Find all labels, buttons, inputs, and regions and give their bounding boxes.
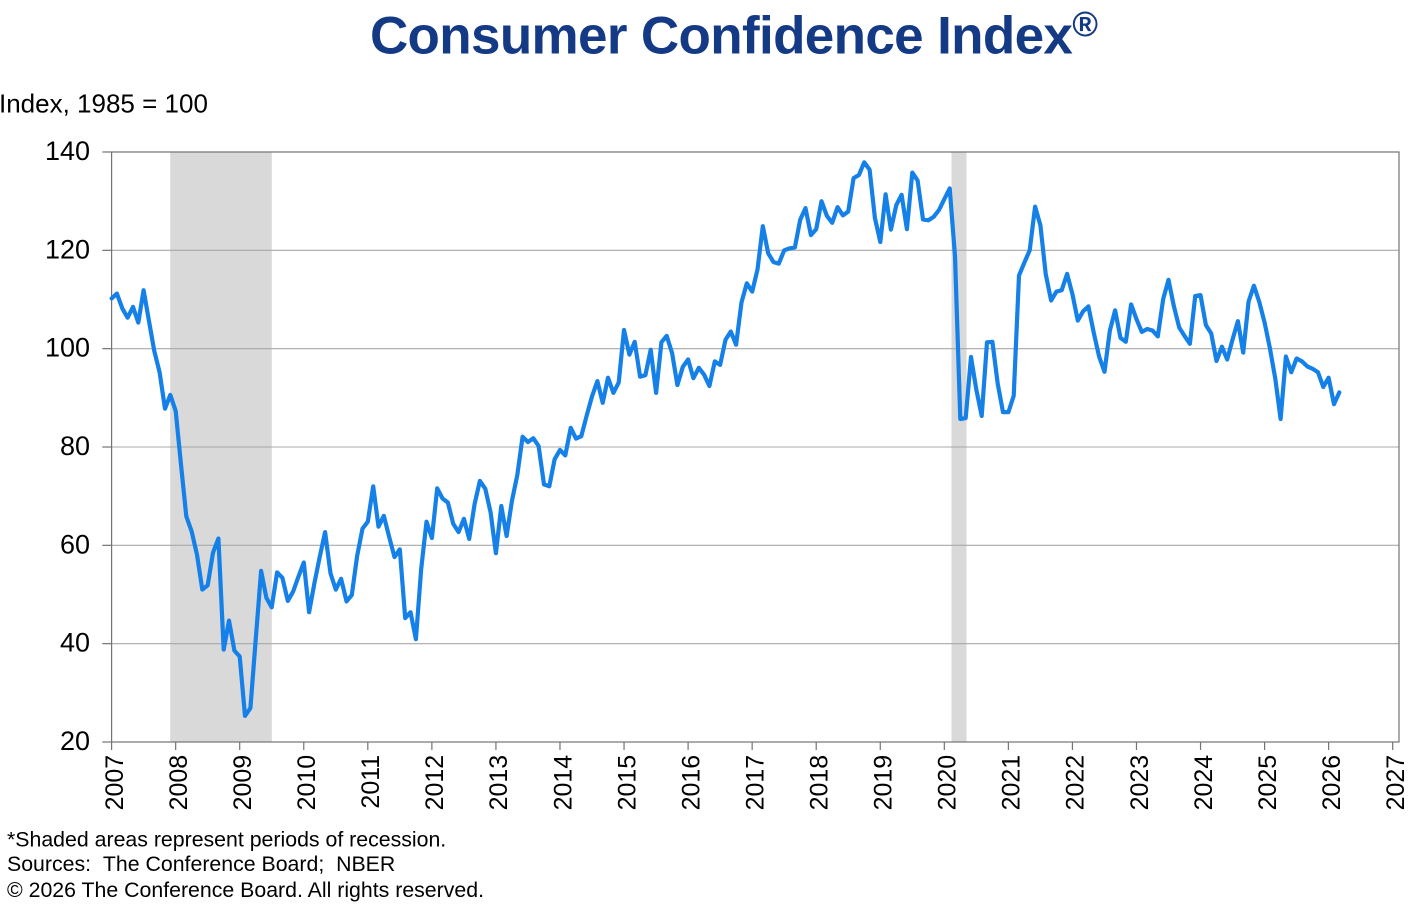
svg-text:*Shaded areas represent period: *Shaded areas represent periods of reces… [7,827,446,851]
svg-text:2020: 2020 [934,755,962,811]
svg-text:2008: 2008 [165,755,193,811]
svg-text:2009: 2009 [229,755,257,811]
svg-text:20: 20 [60,726,90,756]
svg-text:2015: 2015 [613,755,641,811]
svg-text:60: 60 [60,529,90,559]
svg-text:2022: 2022 [1062,755,1090,811]
svg-text:2021: 2021 [998,755,1026,811]
svg-text:2025: 2025 [1254,755,1282,811]
svg-text:2012: 2012 [421,755,449,811]
svg-text:2010: 2010 [293,755,321,811]
svg-text:100: 100 [45,333,90,363]
svg-text:2027: 2027 [1382,755,1410,811]
svg-text:2013: 2013 [485,755,513,811]
svg-text:Index, 1985 = 100: Index, 1985 = 100 [0,89,208,119]
svg-text:2016: 2016 [677,755,705,811]
svg-text:140: 140 [45,136,90,166]
svg-text:2023: 2023 [1126,755,1154,811]
svg-text:2011: 2011 [357,755,385,809]
svg-text:80: 80 [60,431,90,461]
svg-text:2026: 2026 [1318,755,1346,811]
svg-text:40: 40 [60,628,90,658]
svg-text:2019: 2019 [870,755,898,811]
svg-text:2007: 2007 [101,755,129,811]
svg-text:Consumer Confidence Index®: Consumer Confidence Index® [370,5,1098,65]
svg-text:2017: 2017 [741,755,769,811]
svg-text:2024: 2024 [1190,755,1218,811]
svg-text:Sources: The Conference Board: Sources: The Conference Board; NBER [7,852,395,876]
svg-text:120: 120 [45,234,90,264]
svg-text:2018: 2018 [806,755,834,811]
svg-text:© 2026 The Conference Board. A: © 2026 The Conference Board. All rights … [7,878,484,902]
svg-text:2014: 2014 [549,755,577,811]
